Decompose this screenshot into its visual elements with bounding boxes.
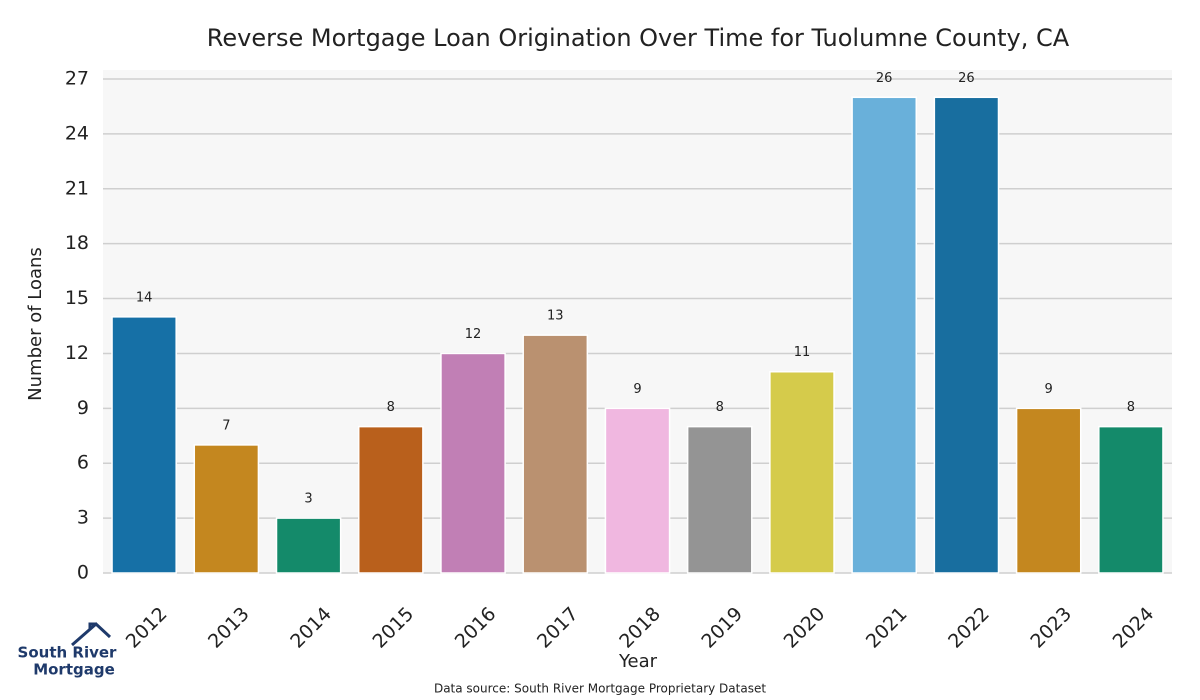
bar xyxy=(111,316,177,574)
x-tick-label: 2017 xyxy=(533,603,583,653)
x-tick-label: 2022 xyxy=(944,603,994,653)
logo: South River Mortgage xyxy=(18,621,118,679)
y-tick-label: 18 xyxy=(65,232,89,254)
x-tick-label: 2014 xyxy=(286,603,336,653)
logo-roof xyxy=(71,621,112,647)
chart-title: Reverse Mortgage Loan Origination Over T… xyxy=(207,24,1070,52)
x-tick-label: 2015 xyxy=(368,603,418,653)
bar xyxy=(604,407,671,574)
bar xyxy=(1015,407,1082,574)
value-label: 11 xyxy=(794,345,811,360)
x-tick-label: 2020 xyxy=(780,603,830,653)
value-label: 26 xyxy=(958,71,975,86)
value-label: 8 xyxy=(387,400,395,415)
bar xyxy=(769,370,835,574)
source-note: Data source: South River Mortgage Propri… xyxy=(434,682,766,696)
y-tick-label: 24 xyxy=(65,122,89,144)
bar xyxy=(522,334,589,574)
bar xyxy=(440,352,506,574)
x-tick-label: 2018 xyxy=(615,603,665,653)
x-tick-label: 2012 xyxy=(122,603,172,653)
value-label: 26 xyxy=(876,71,893,86)
value-label: 9 xyxy=(1045,382,1053,397)
x-tick-label: 2019 xyxy=(697,603,747,653)
bar xyxy=(275,517,342,574)
y-tick-label: 6 xyxy=(77,452,89,474)
x-tick-label: 2013 xyxy=(204,603,254,653)
bar xyxy=(1098,425,1164,574)
y-tick-label: 9 xyxy=(77,397,89,419)
value-label: 3 xyxy=(304,492,312,507)
bar xyxy=(851,96,918,574)
y-tick-label: 21 xyxy=(65,177,89,199)
x-tick-label: 2016 xyxy=(451,603,501,653)
value-label: 7 xyxy=(222,418,230,433)
bar xyxy=(933,96,1000,574)
y-tick-label: 3 xyxy=(77,507,89,529)
x-tick-label: 2024 xyxy=(1109,603,1159,653)
logo-text: South River xyxy=(18,644,118,662)
y-axis-label: Number of Loans xyxy=(25,247,46,401)
x-axis-label: Year xyxy=(618,651,658,672)
y-tick-label: 15 xyxy=(65,287,89,309)
value-label: 12 xyxy=(465,327,482,342)
value-label: 13 xyxy=(547,309,564,324)
y-tick-label: 27 xyxy=(65,68,89,90)
y-tick-label: 12 xyxy=(65,342,89,364)
bar xyxy=(357,425,424,574)
value-label: 9 xyxy=(633,382,641,397)
value-label: 8 xyxy=(1127,400,1135,415)
y-tick-label: 0 xyxy=(77,562,89,584)
x-tick-label: 2021 xyxy=(862,603,912,653)
bar xyxy=(686,425,753,574)
logo-text: Mortgage xyxy=(33,661,115,679)
value-label: 14 xyxy=(136,290,153,305)
x-tick-label: 2023 xyxy=(1026,603,1076,653)
value-label: 8 xyxy=(716,400,724,415)
bar xyxy=(193,444,260,574)
